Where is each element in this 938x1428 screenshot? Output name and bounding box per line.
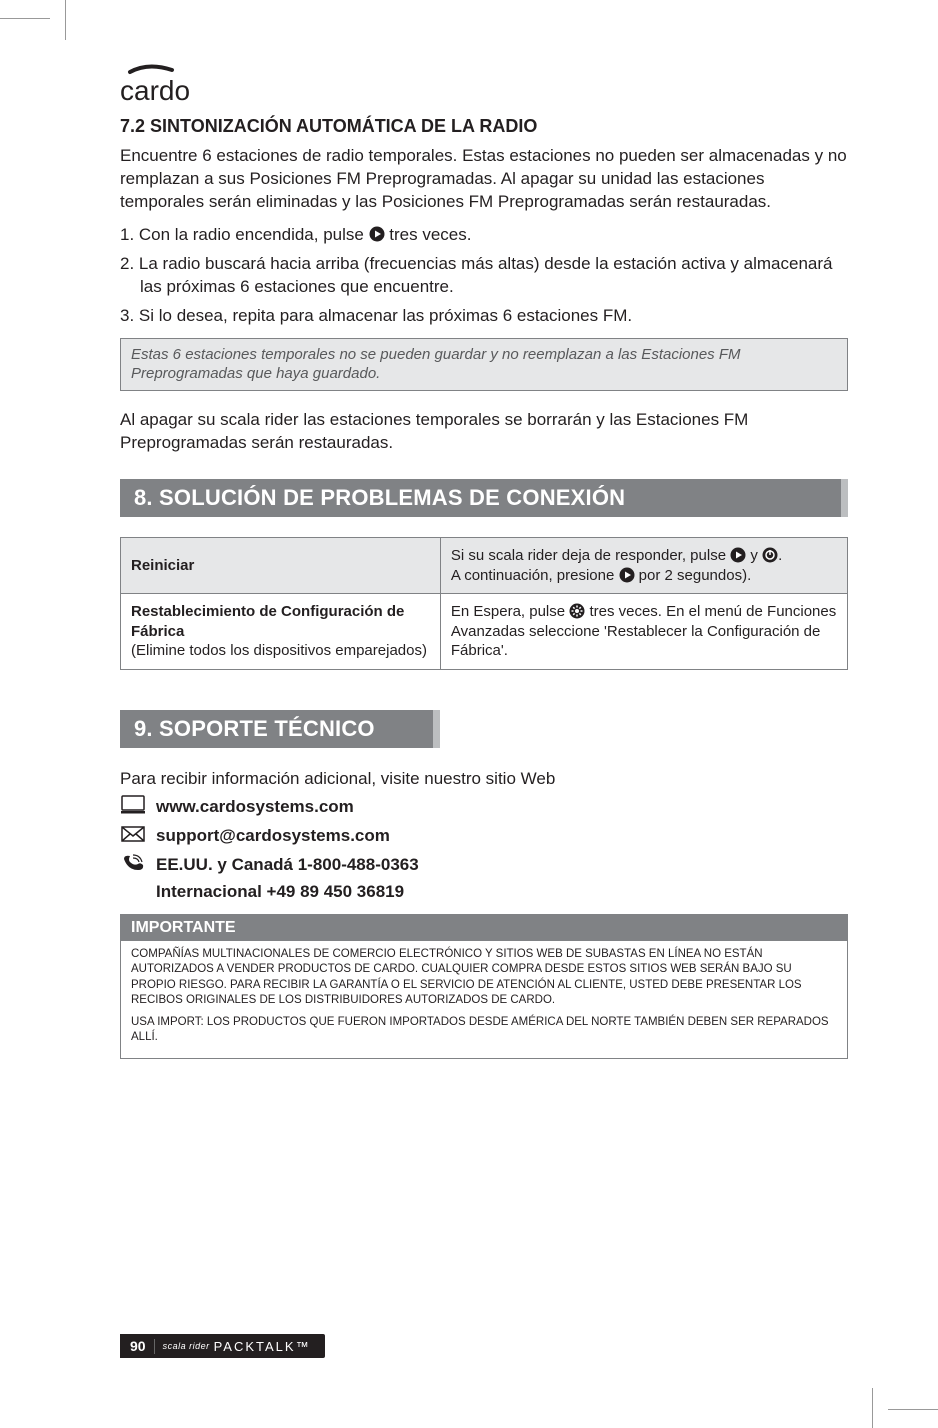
section-9-title: 9. SOPORTE TÉCNICO — [120, 710, 440, 748]
section-7-2-intro: Encuentre 6 estaciones de radio temporal… — [120, 145, 848, 214]
envelope-icon — [120, 824, 146, 849]
section-7-2-outro: Al apagar su scala rider las estaciones … — [120, 409, 848, 455]
important-p2: USA IMPORT: LOS PRODUCTOS QUE FUERON IMP… — [131, 1015, 837, 1046]
play-circle-icon — [730, 547, 746, 563]
section-7-2-title: 7.2 SINTONIZACIÓN AUTOMÁTICA DE LA RADIO — [120, 116, 848, 137]
svg-text:cardo: cardo — [120, 75, 190, 106]
support-web-line: www.cardosystems.com — [120, 795, 848, 820]
play-circle-icon — [369, 226, 385, 242]
note-box: Estas 6 estaciones temporales no se pued… — [120, 338, 848, 391]
monitor-icon — [120, 795, 146, 820]
important-p1: COMPAÑÍAS MULTINACIONALES DE COMERCIO EL… — [131, 947, 837, 1009]
step-1: 1. Con la radio encendida, pulse tres ve… — [120, 224, 848, 247]
step-3: 3. Si lo desea, repita para almacenar la… — [120, 305, 848, 328]
phone-icon — [120, 853, 146, 878]
page-footer: 90 scala rider PACKTALK™ — [120, 1334, 325, 1358]
troubleshoot-table: Reiniciar Si su scala rider deja de resp… — [120, 537, 848, 670]
important-box: IMPORTANTE COMPAÑÍAS MULTINACIONALES DE … — [120, 914, 848, 1059]
section-8-title: 8. SOLUCIÓN DE PROBLEMAS DE CONEXIÓN — [120, 479, 848, 517]
step-2: 2. La radio buscará hacia arriba (frecue… — [120, 253, 848, 299]
support-phone-line: EE.UU. y Canadá 1-800-488-0363 — [120, 853, 848, 878]
gear-circle-icon — [569, 603, 585, 619]
table-r1c2: Si su scala rider deja de responder, pul… — [440, 538, 847, 594]
support-phone-intl: Internacional +49 89 450 36819 — [156, 882, 848, 902]
table-r1c1: Reiniciar — [121, 538, 441, 594]
table-r2c2: En Espera, pulse tres veces. En el menú … — [440, 594, 847, 670]
cardo-logo: cardo — [120, 60, 848, 106]
play-circle-icon — [619, 567, 635, 583]
important-heading: IMPORTANTE — [121, 915, 847, 941]
table-r2c1: Restablecimiento de Configuración de Fáb… — [121, 594, 441, 670]
support-intro: Para recibir información adicional, visi… — [120, 768, 848, 791]
support-email-line: support@cardosystems.com — [120, 824, 848, 849]
power-circle-icon — [762, 547, 778, 563]
